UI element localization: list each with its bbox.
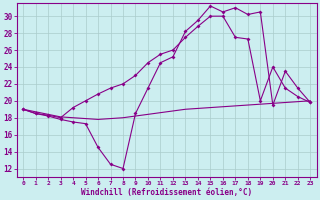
- X-axis label: Windchill (Refroidissement éolien,°C): Windchill (Refroidissement éolien,°C): [81, 188, 252, 197]
